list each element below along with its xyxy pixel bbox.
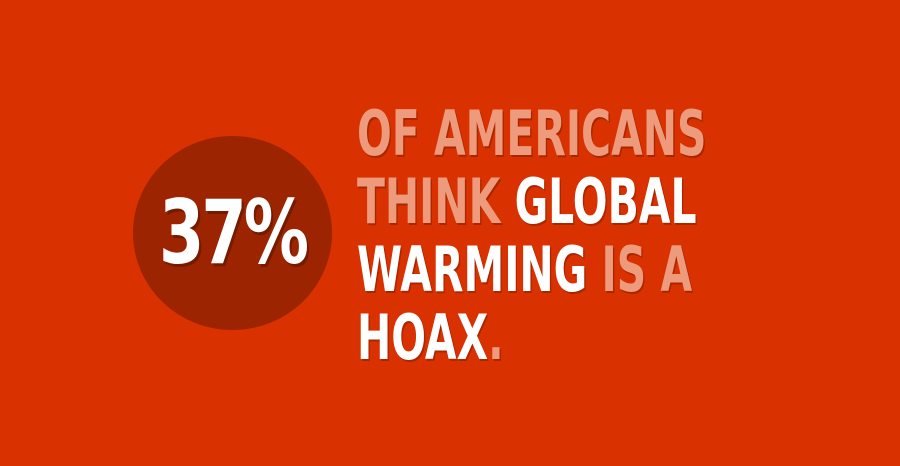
statement-phrase-highlight: WARMING [357,233,588,306]
statement-phrase: THINK [357,165,515,238]
statement-phrase: OF AMERICANS [357,97,707,170]
stat-circle [133,136,332,330]
statement-line-1: OF AMERICANS [357,103,706,171]
statement-phrase: IS A [587,233,693,306]
statement-phrase-highlight: GLOBAL [514,165,697,238]
statement-line-3: WARMING IS A [357,239,700,307]
statement-line-4: HOAX. [357,307,700,375]
stat-percent: 37% [158,181,309,284]
statement-line-2: THINK GLOBAL [357,171,700,239]
statement-period: . [488,301,504,374]
statement-phrase-highlight: HOAX [357,301,489,374]
statement-text: OF AMERICANS THINK GLOBAL WARMING IS A H… [357,103,706,375]
